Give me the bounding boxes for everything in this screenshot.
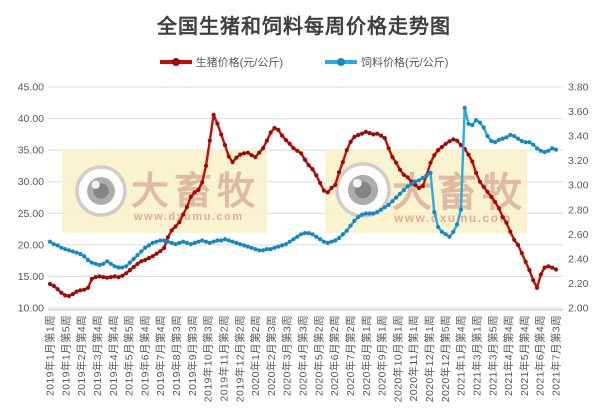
svg-text:15.00: 15.00 [18,271,44,283]
svg-text:2020年7月第2周: 2020年7月第2周 [344,315,357,396]
svg-text:2019年6月第4周: 2019年6月第4周 [138,315,151,396]
svg-text:10.00: 10.00 [18,303,44,315]
svg-text:2021年7月第3周: 2021年7月第3周 [550,315,563,396]
svg-text:3.20: 3.20 [568,155,589,167]
svg-text:2019年2月第4周: 2019年2月第4周 [75,315,88,396]
svg-text:2020年9月第1周: 2020年9月第1周 [376,315,389,396]
svg-text:2019年1月第1周: 2019年1月第1周 [44,315,57,396]
pig-price-legend-line-icon [159,58,192,66]
pig-price-markers [47,112,559,299]
svg-text:2020年4月第3周: 2020年4月第3周 [297,315,310,396]
pig-price-legend-label: 生猪价格(元/公斤) [195,57,283,69]
x-axis-tick-labels: 2019年1月第1周 2019年1月第5周 2019年2月第4周 2019年3月第4周… [44,315,563,402]
feed-price-legend-label: 饲料价格(元/公斤) [361,57,449,69]
svg-text:35.00: 35.00 [18,145,44,157]
svg-text:2020年10月第1周: 2020年10月第1周 [391,315,404,402]
watermark-url-text: www.dxumu.com [133,211,244,223]
svg-text:2019年1月第5周: 2019年1月第5周 [59,315,72,396]
svg-text:2020年5月第2周: 2020年5月第2周 [312,315,325,396]
svg-text:2019年4月第4周: 2019年4月第4周 [107,315,120,396]
svg-text:2020年6月第2周: 2020年6月第2周 [328,315,341,396]
left-axis-tick-labels: 45.00 40.00 35.00 30.00 25.00 20.00 15.00 10.00 [18,82,44,315]
svg-text:2020年1月第2周: 2020年1月第2周 [249,315,262,396]
svg-text:2.00: 2.00 [568,303,589,315]
svg-text:2019年9月第3周: 2019年9月第3周 [186,315,199,396]
svg-text:20.00: 20.00 [18,239,44,251]
svg-text:2019年5月第5周: 2019年5月第5周 [123,315,136,396]
watermark-url-text: www.dxumu.com [393,211,512,225]
svg-text:2021年1月第4周: 2021年1月第4周 [455,315,468,396]
svg-text:2.40: 2.40 [568,253,589,265]
legend-item-pig-price: 生猪价格(元/公斤) [159,54,283,70]
svg-text:2.80: 2.80 [568,204,589,216]
legend-item-feed-price: 饲料价格(元/公斤) [325,54,448,70]
svg-text:2019年11月第2周: 2019年11月第2周 [217,315,230,402]
svg-text:2019年10月第3周: 2019年10月第3周 [202,315,215,402]
svg-text:2021年4月第4周: 2021年4月第4周 [502,315,515,396]
chart-title: 全国生猪和饲料每周价格走势图 [157,16,451,38]
svg-text:2019年12月第2周: 2019年12月第2周 [233,315,246,402]
pig-price-legend-dot-icon [171,58,180,66]
svg-text:2021年6月第4周: 2021年6月第4周 [534,315,547,396]
svg-text:2019年7月第4周: 2019年7月第4周 [154,315,167,396]
svg-text:3.80: 3.80 [568,82,589,94]
svg-text:2.60: 2.60 [568,229,589,241]
svg-text:2019年8月第3周: 2019年8月第3周 [170,315,183,396]
svg-text:2021年3月第5周: 2021年3月第5周 [486,315,499,396]
svg-text:2020年8月第1周: 2020年8月第1周 [360,315,373,396]
svg-text:3.60: 3.60 [568,106,589,118]
svg-text:2019年3月第4周: 2019年3月第4周 [91,315,104,396]
feed-price-markers [47,105,559,270]
svg-text:2021年5月第4周: 2021年5月第4周 [518,315,531,396]
svg-text:2020年12月第1周: 2020年12月第1周 [423,315,436,402]
svg-text:45.00: 45.00 [18,82,44,94]
svg-text:25.00: 25.00 [18,208,44,220]
svg-text:2.20: 2.20 [568,278,589,290]
right-axis-tick-labels: 3.80 3.60 3.40 3.20 3.00 2.80 2.60 2.40 2.20 2.00 [568,82,589,315]
svg-text:3.00: 3.00 [568,180,589,192]
legend: 生猪价格(元/公斤) 饲料价格(元/公斤) [0,54,608,70]
svg-text:2021年3月第1周: 2021年3月第1周 [470,315,483,396]
svg-text:2020年2月第3周: 2020年2月第3周 [265,315,278,396]
svg-text:3.40: 3.40 [568,131,589,143]
svg-text:2020年3月第3周: 2020年3月第3周 [281,315,294,396]
svg-text:2020年11月第1周: 2020年11月第1周 [407,315,420,402]
svg-text:2020年12月第5周: 2020年12月第5周 [439,315,452,402]
feed-price-legend-dot-icon [337,58,345,66]
feed-price-legend-line-icon [325,58,357,66]
svg-text:40.00: 40.00 [18,113,44,125]
svg-text:30.00: 30.00 [18,176,44,188]
